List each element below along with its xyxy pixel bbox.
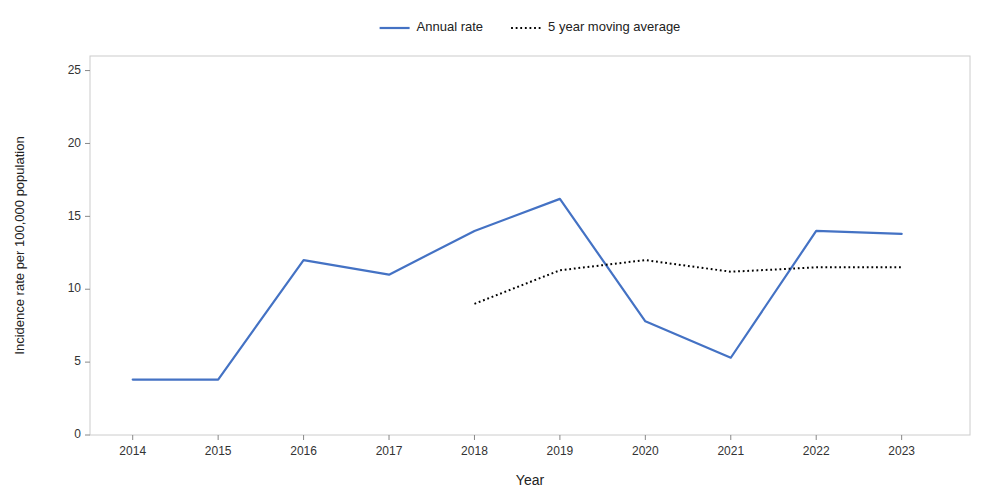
y-tick-label: 0	[74, 427, 81, 441]
legend: Annual rate 5 year moving average	[380, 19, 681, 34]
y-tick	[85, 143, 90, 144]
y-axis-label: Incidence rate per 100,000 population	[12, 136, 27, 354]
y-tick	[85, 289, 90, 290]
x-tick-label: 2015	[205, 444, 232, 458]
y-tick-label: 25	[68, 63, 82, 77]
x-axis-label: Year	[516, 472, 545, 488]
x-tick-label: 2017	[376, 444, 403, 458]
x-tick	[389, 435, 390, 440]
x-tick-label: 2019	[547, 444, 574, 458]
y-tick-label: 10	[68, 281, 82, 295]
x-tick	[901, 435, 902, 440]
y-tick-label: 5	[74, 354, 81, 368]
x-tick	[645, 435, 646, 440]
chart: 0 5 10 15 20 25 2014 2015 2016 2017 2018 2019 2020 20…	[0, 0, 1000, 501]
x-tick	[303, 435, 304, 440]
x-tick	[474, 435, 475, 440]
legend-swatch	[380, 27, 410, 29]
y-tick	[85, 362, 90, 363]
x-tick-label: 2023	[888, 444, 915, 458]
y-tick	[85, 435, 90, 436]
series-line	[133, 199, 902, 380]
x-tick	[132, 435, 133, 440]
x-tick-label: 2021	[717, 444, 744, 458]
y-tick-label: 15	[68, 209, 82, 223]
x-tick-label: 2020	[632, 444, 659, 458]
x-tick-label: 2022	[803, 444, 830, 458]
x-tick	[730, 435, 731, 440]
plot-frame	[90, 56, 970, 435]
legend-label: 5 year moving average	[548, 19, 680, 34]
x-tick	[816, 435, 817, 440]
y-tick-label: 20	[68, 136, 82, 150]
y-tick	[85, 216, 90, 217]
legend-label: Annual rate	[417, 19, 484, 34]
series-line	[474, 260, 901, 304]
x-tick-label: 2014	[119, 444, 146, 458]
x-tick-label: 2018	[461, 444, 488, 458]
legend-swatch	[511, 27, 541, 29]
x-tick	[559, 435, 560, 440]
plot-area	[133, 199, 902, 380]
x-tick-label: 2016	[290, 444, 317, 458]
y-tick	[85, 70, 90, 71]
x-tick	[218, 435, 219, 440]
